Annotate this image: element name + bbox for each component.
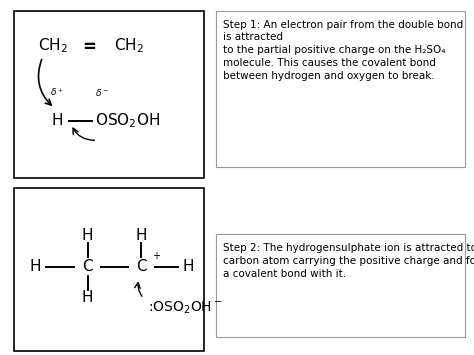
FancyBboxPatch shape xyxy=(14,188,204,351)
Text: H: H xyxy=(183,259,194,274)
Text: H: H xyxy=(51,113,63,128)
Text: $\delta^-$: $\delta^-$ xyxy=(95,87,109,98)
Text: H: H xyxy=(136,228,147,243)
Text: $\mathbf{=}$: $\mathbf{=}$ xyxy=(79,37,96,54)
Text: C: C xyxy=(82,259,93,274)
Text: C: C xyxy=(136,259,146,274)
Text: $\delta^+$: $\delta^+$ xyxy=(50,86,64,98)
Text: +: + xyxy=(152,251,160,261)
Text: OSO$_2$OH: OSO$_2$OH xyxy=(95,111,160,130)
Text: Step 2: The hydrogensulphate ion is attracted to the
carbon atom carrying the po: Step 2: The hydrogensulphate ion is attr… xyxy=(223,243,474,279)
Text: Step 1: An electron pair from the double bond
is attracted
to the partial positi: Step 1: An electron pair from the double… xyxy=(223,20,463,81)
Text: CH$_2$: CH$_2$ xyxy=(114,37,144,55)
Text: CH$_2$: CH$_2$ xyxy=(38,37,68,55)
Text: H: H xyxy=(82,228,93,243)
Text: H: H xyxy=(30,259,41,274)
Text: H: H xyxy=(82,290,93,305)
FancyBboxPatch shape xyxy=(14,11,204,178)
FancyBboxPatch shape xyxy=(216,234,465,337)
Text: :OSO$_2$OH$^-$: :OSO$_2$OH$^-$ xyxy=(148,299,223,316)
FancyBboxPatch shape xyxy=(216,11,465,167)
